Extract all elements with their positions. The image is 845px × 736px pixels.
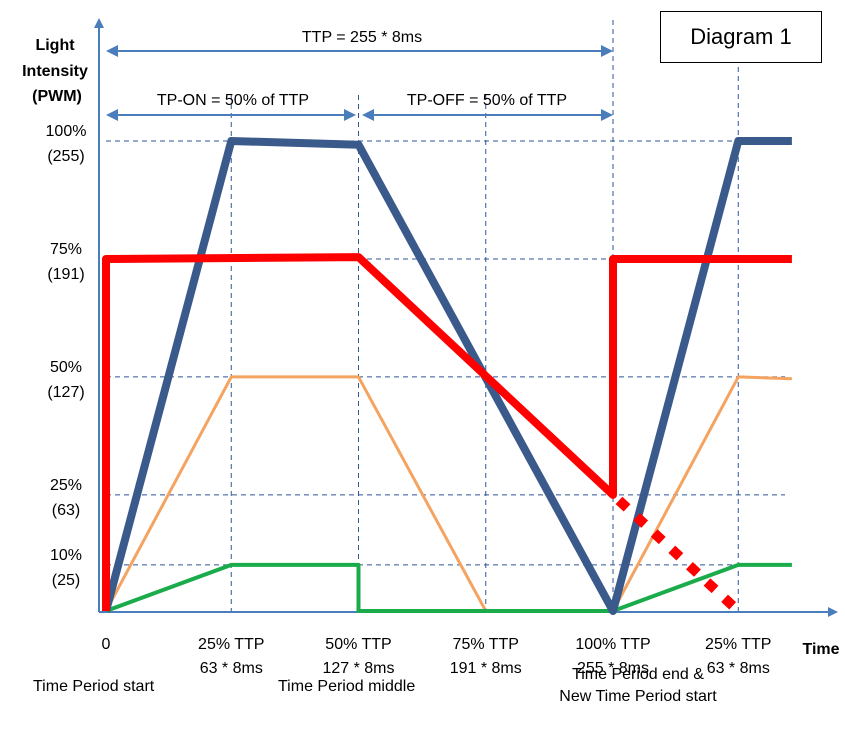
caption-period-end: Time Period end & New Time Period start bbox=[553, 664, 723, 708]
caption-period-middle: Time Period middle bbox=[278, 676, 415, 698]
series-line-green-4 bbox=[105, 562, 792, 613]
x-tick-line2-3: 191 * 8ms bbox=[450, 660, 522, 677]
diagram-title: Diagram 1 bbox=[690, 24, 792, 49]
tp-off-span-arrow-left bbox=[362, 109, 374, 121]
caption-period-start-text: Time Period start bbox=[33, 678, 155, 695]
x-tick-line1-1: 25% TTP bbox=[198, 636, 264, 653]
y-tick-pwm-3: (63) bbox=[52, 502, 80, 519]
y-axis-label-line2: Intensity bbox=[22, 63, 88, 80]
x-tick-line2-4: 255 * 8ms bbox=[577, 660, 649, 677]
x-tick-line1-4: 100% TTP bbox=[575, 636, 650, 653]
tp-on-span-arrow-left bbox=[106, 109, 118, 121]
y-tick-pwm-4: (25) bbox=[52, 572, 80, 589]
y-tick-pct-0: 100% bbox=[46, 123, 87, 140]
series-lines bbox=[102, 137, 792, 615]
y-tick-pct-4: 10% bbox=[50, 547, 82, 564]
x-tick-line2-5: 63 * 8ms bbox=[707, 660, 770, 677]
diagram-title-box: Diagram 1 bbox=[660, 11, 822, 63]
x-tick-line1-3: 75% TTP bbox=[453, 636, 519, 653]
x-tick-line2-1: 63 * 8ms bbox=[200, 660, 263, 677]
series-line-orange-3 bbox=[104, 375, 792, 613]
tp-on-span-arrow-right bbox=[344, 109, 356, 121]
ttp-span-arrow-left bbox=[106, 45, 118, 57]
y-axis-label-line3: (PWM) bbox=[32, 88, 82, 105]
y-tick-pct-3: 25% bbox=[50, 477, 82, 494]
ttp-span-arrow-right bbox=[601, 45, 613, 57]
y-tick-pwm-1: (191) bbox=[47, 266, 84, 283]
series-line-red-dotted-2 bbox=[615, 496, 742, 615]
x-tick-line1-2: 50% TTP bbox=[325, 636, 391, 653]
tp-off-span-label: TP-OFF = 50% of TTP bbox=[407, 92, 567, 109]
x-tick-line1-0: 0 bbox=[102, 636, 111, 653]
x-axis-label: Time bbox=[802, 641, 839, 658]
series-line-red-1 bbox=[102, 253, 792, 611]
caption-period-end-line1: Time Period end & bbox=[572, 666, 704, 683]
tp-off-span-arrow-right bbox=[601, 109, 613, 121]
caption-period-start: Time Period start bbox=[33, 676, 154, 698]
tp-on-span-label: TP-ON = 50% of TTP bbox=[157, 92, 309, 109]
caption-period-middle-text: Time Period middle bbox=[278, 678, 416, 695]
y-axis-label-line1: Light bbox=[35, 37, 75, 54]
y-tick-pct-1: 75% bbox=[50, 241, 82, 258]
caption-period-end-line2: New Time Period start bbox=[559, 688, 717, 705]
y-tick-labels: 100% (255) 75% (191) 50% (127) 25% (63) 10% (25) bbox=[46, 123, 87, 589]
x-tick-line2-2: 127 * 8ms bbox=[322, 660, 394, 677]
period-spans bbox=[106, 45, 613, 121]
y-tick-pwm-0: (255) bbox=[47, 148, 84, 165]
y-tick-pwm-2: (127) bbox=[47, 384, 84, 401]
x-tick-labels: 0 25% TTP 63 * 8ms 50% TTP 127 * 8ms 75% TTP 1… bbox=[102, 636, 772, 677]
y-tick-pct-2: 50% bbox=[50, 359, 82, 376]
x-tick-line1-5: 25% TTP bbox=[705, 636, 771, 653]
ttp-span-label: TTP = 255 * 8ms bbox=[302, 29, 422, 46]
